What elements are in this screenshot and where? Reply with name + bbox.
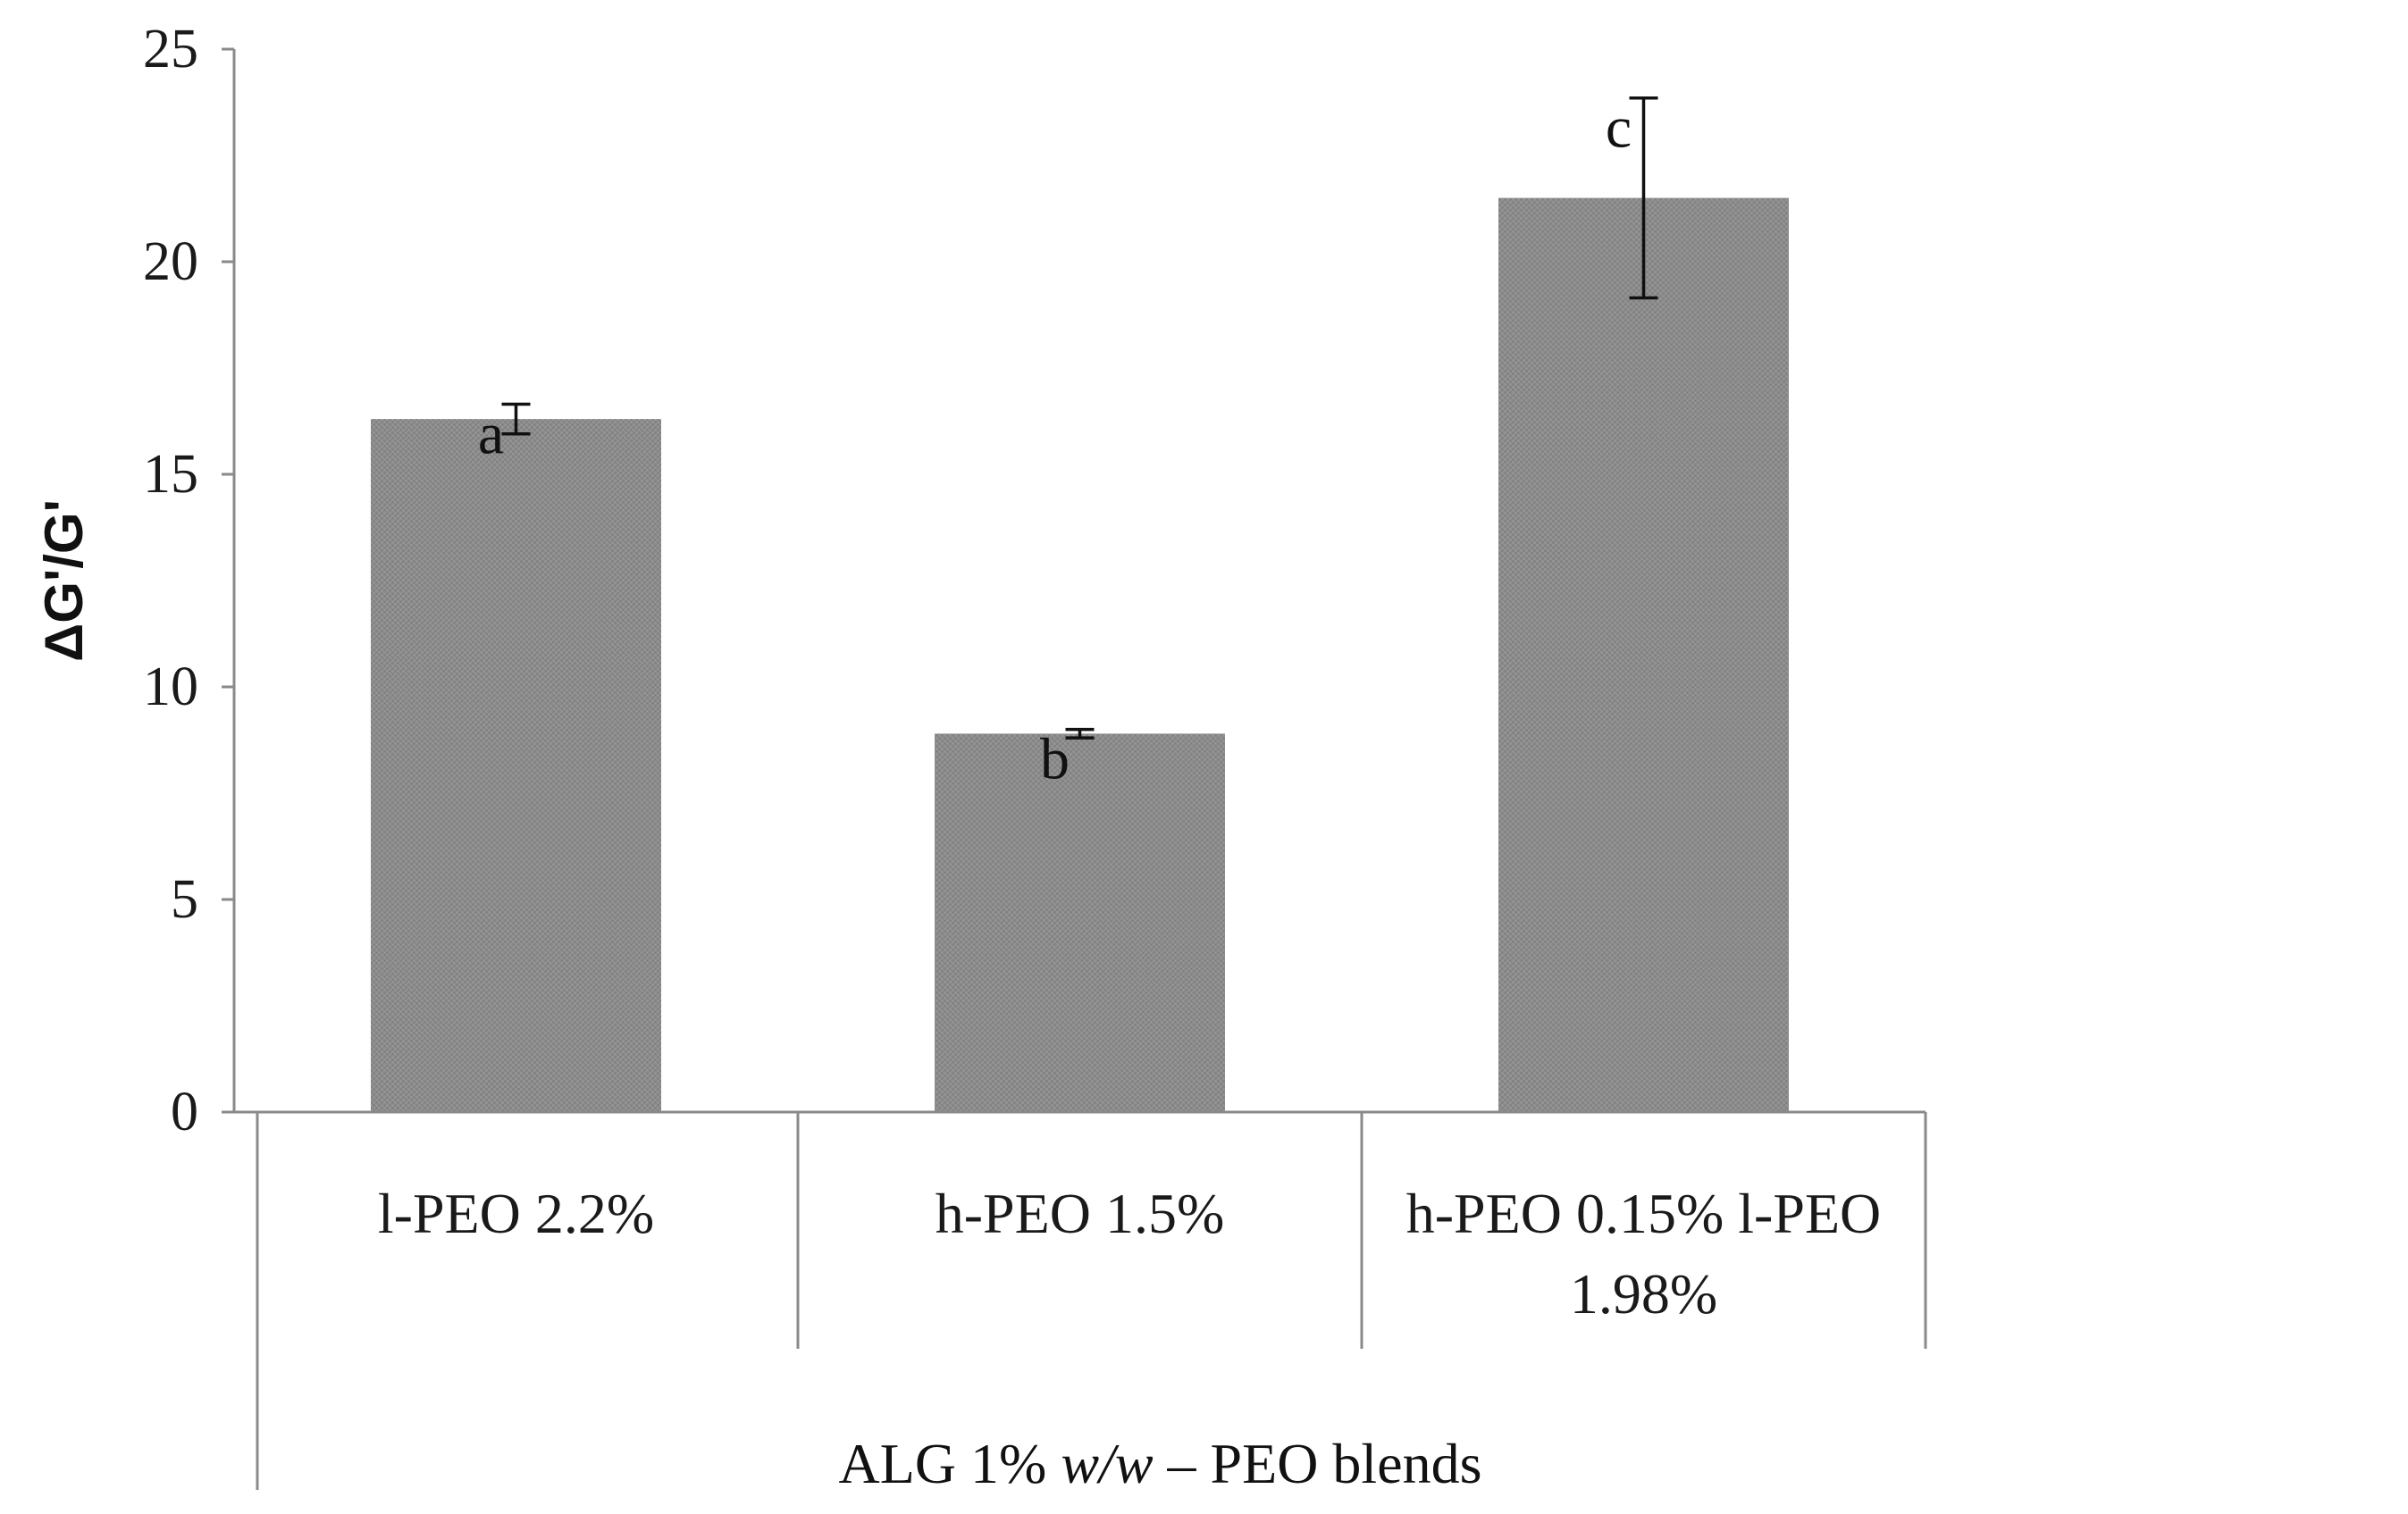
x-category-label: h-PEO 0.15% l-PEO 1.98% — [1406, 1182, 1882, 1326]
error-bars — [501, 96, 1658, 740]
y-axis-ticks: 0 5 10 15 20 25 — [143, 19, 234, 1142]
x-axis-title-prefix: ALG 1% — [839, 1432, 1061, 1495]
bar — [1498, 197, 1789, 1113]
error-bar — [501, 402, 531, 436]
y-tick-label: 15 — [143, 444, 198, 505]
x-category-label: l-PEO 2.2% — [378, 1182, 654, 1245]
bar — [371, 419, 661, 1112]
x-category-label: h-PEO 1.5% — [936, 1182, 1225, 1245]
x-axis-title-suffix: – PEO blends — [1154, 1432, 1482, 1495]
error-bar — [1629, 96, 1658, 300]
y-axis-title: ΔG'/G' — [34, 499, 94, 662]
bars — [371, 197, 1789, 1113]
bar — [935, 733, 1225, 1112]
error-bar — [1065, 727, 1095, 740]
significance-label: a — [478, 401, 504, 466]
significance-labels: a b c — [478, 96, 1632, 792]
category-labels: l-PEO 2.2% h-PEO 1.5% h-PEO 0.15% l-PEO 1.9… — [378, 1182, 1881, 1326]
y-tick-label: 10 — [143, 657, 198, 717]
y-tick-label: 0 — [171, 1082, 198, 1142]
y-tick-label: 25 — [143, 19, 198, 79]
x-axis-title-italic: w/w — [1061, 1432, 1153, 1495]
significance-label: c — [1606, 96, 1632, 161]
significance-label: b — [1040, 727, 1070, 792]
x-axis-title: ALG 1% w/w – PEO blends — [839, 1432, 1482, 1495]
y-tick-label: 20 — [143, 231, 198, 292]
y-tick-label: 5 — [171, 869, 198, 930]
axes — [222, 49, 1927, 1490]
